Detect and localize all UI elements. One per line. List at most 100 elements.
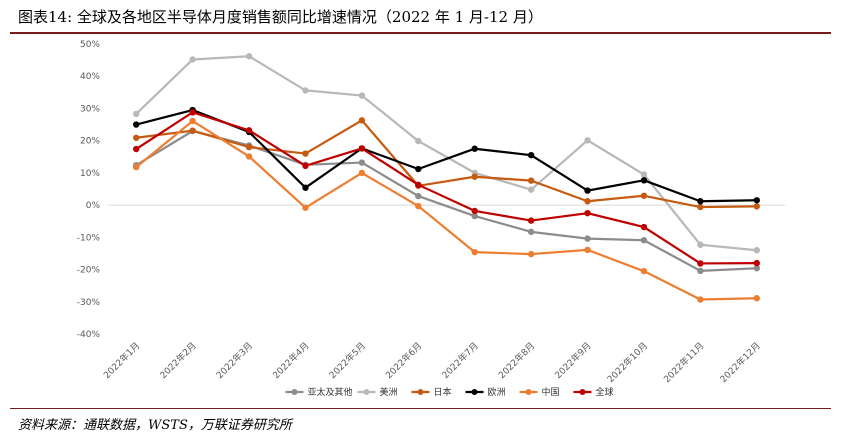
legend-item: 美洲	[357, 386, 398, 398]
x-tick-label: 2022年3月	[214, 340, 255, 381]
series-1	[133, 53, 760, 254]
legend-swatch-marker	[363, 389, 370, 395]
y-tick-label: 0%	[86, 201, 101, 211]
data-point	[697, 296, 704, 303]
data-point	[302, 184, 309, 191]
legend-swatch-marker	[471, 389, 478, 395]
data-point	[753, 265, 760, 272]
series-line	[135, 111, 757, 265]
data-point	[415, 202, 422, 210]
x-tick-label: 2022年12月	[717, 340, 763, 386]
legend-item: 全球	[573, 386, 614, 398]
data-point	[189, 117, 196, 125]
data-point	[584, 198, 591, 205]
y-tick-label: 40%	[80, 72, 100, 82]
x-tick-label: 2022年9月	[552, 340, 593, 381]
data-point	[697, 203, 704, 211]
legend-swatch-marker	[525, 389, 532, 395]
series-3	[133, 106, 760, 205]
y-tick-label: 20%	[80, 137, 100, 147]
data-point	[753, 295, 760, 302]
data-point	[471, 173, 478, 180]
top-rule	[10, 32, 831, 34]
y-tick-label: -20%	[77, 266, 101, 276]
series-group	[133, 53, 760, 303]
data-point	[133, 121, 140, 128]
data-point	[640, 267, 648, 275]
legend-swatch-marker	[291, 389, 298, 395]
x-tick-label: 2022年6月	[383, 340, 424, 381]
legend-swatch-marker	[417, 389, 424, 395]
y-tick-label: -40%	[77, 330, 101, 340]
data-point	[415, 181, 422, 189]
data-point	[133, 163, 140, 171]
series-line	[135, 129, 757, 272]
legend-label: 欧洲	[488, 386, 506, 398]
data-point	[753, 247, 760, 254]
series-line	[135, 55, 757, 252]
data-point	[245, 153, 253, 160]
data-point	[527, 217, 535, 224]
data-point	[415, 192, 422, 200]
source-note: 资料来源：通联数据，WSTS，万联证券研究所	[18, 418, 292, 433]
data-point	[471, 248, 478, 256]
data-point	[753, 259, 760, 267]
data-point	[584, 235, 591, 242]
series-2	[133, 117, 760, 211]
legend-swatch-marker	[579, 389, 586, 395]
data-point	[358, 92, 366, 99]
data-point	[697, 267, 704, 275]
legend-label: 中国	[542, 386, 560, 398]
series-line	[136, 119, 757, 209]
data-point	[302, 150, 309, 157]
data-point	[358, 159, 366, 166]
legend-item: 日本	[411, 386, 452, 398]
data-point	[640, 192, 648, 199]
data-point	[133, 134, 140, 141]
data-point	[415, 165, 422, 173]
data-point	[302, 204, 309, 211]
line-chart: -40% -30% -20% -10% 0% 10% 20% 30% 40% 50% 2022年1…	[77, 40, 785, 398]
data-point	[584, 137, 591, 144]
y-axis: -40% -30% -20% -10% 0% 10% 20% 30% 40% 50%	[77, 40, 101, 340]
x-tick-label: 2022年10月	[605, 340, 651, 386]
data-point	[640, 177, 648, 184]
legend: 亚太及其他 美洲 日本 欧洲 中国 全球	[285, 386, 614, 398]
data-point	[697, 260, 704, 267]
x-tick-label: 2022年8月	[496, 340, 537, 381]
data-point	[527, 177, 535, 184]
data-point	[189, 127, 196, 134]
data-point	[471, 207, 478, 215]
x-tick-label: 2022年2月	[157, 340, 198, 381]
data-point	[527, 151, 535, 159]
data-point	[245, 127, 253, 134]
data-point	[640, 171, 648, 178]
data-point	[415, 137, 422, 145]
data-point	[697, 241, 704, 248]
x-tick-label: 2022年4月	[270, 340, 311, 381]
data-point	[189, 56, 196, 63]
legend-label: 全球	[596, 386, 614, 398]
data-point	[697, 198, 704, 205]
data-point	[358, 169, 366, 177]
legend-label: 亚太及其他	[308, 386, 353, 398]
x-tick-label: 2022年7月	[439, 340, 480, 381]
data-point	[133, 110, 140, 118]
data-point	[527, 186, 535, 193]
x-axis: 2022年1月 2022年2月 2022年3月 2022年4月 2022年5月 2022年…	[101, 204, 785, 386]
bottom-rule	[10, 408, 831, 409]
data-point	[527, 250, 535, 258]
data-point	[245, 143, 253, 151]
data-point	[358, 117, 366, 124]
legend-item: 亚太及其他	[285, 386, 353, 398]
data-point	[471, 212, 478, 220]
data-point	[640, 223, 648, 231]
data-point	[471, 145, 478, 152]
data-point	[753, 203, 760, 210]
x-tick-label: 2022年11月	[661, 340, 707, 386]
data-point	[527, 228, 535, 236]
y-tick-label: 50%	[80, 40, 100, 50]
y-tick-label: -10%	[77, 233, 101, 243]
data-point	[133, 145, 140, 153]
legend-label: 日本	[434, 386, 452, 398]
